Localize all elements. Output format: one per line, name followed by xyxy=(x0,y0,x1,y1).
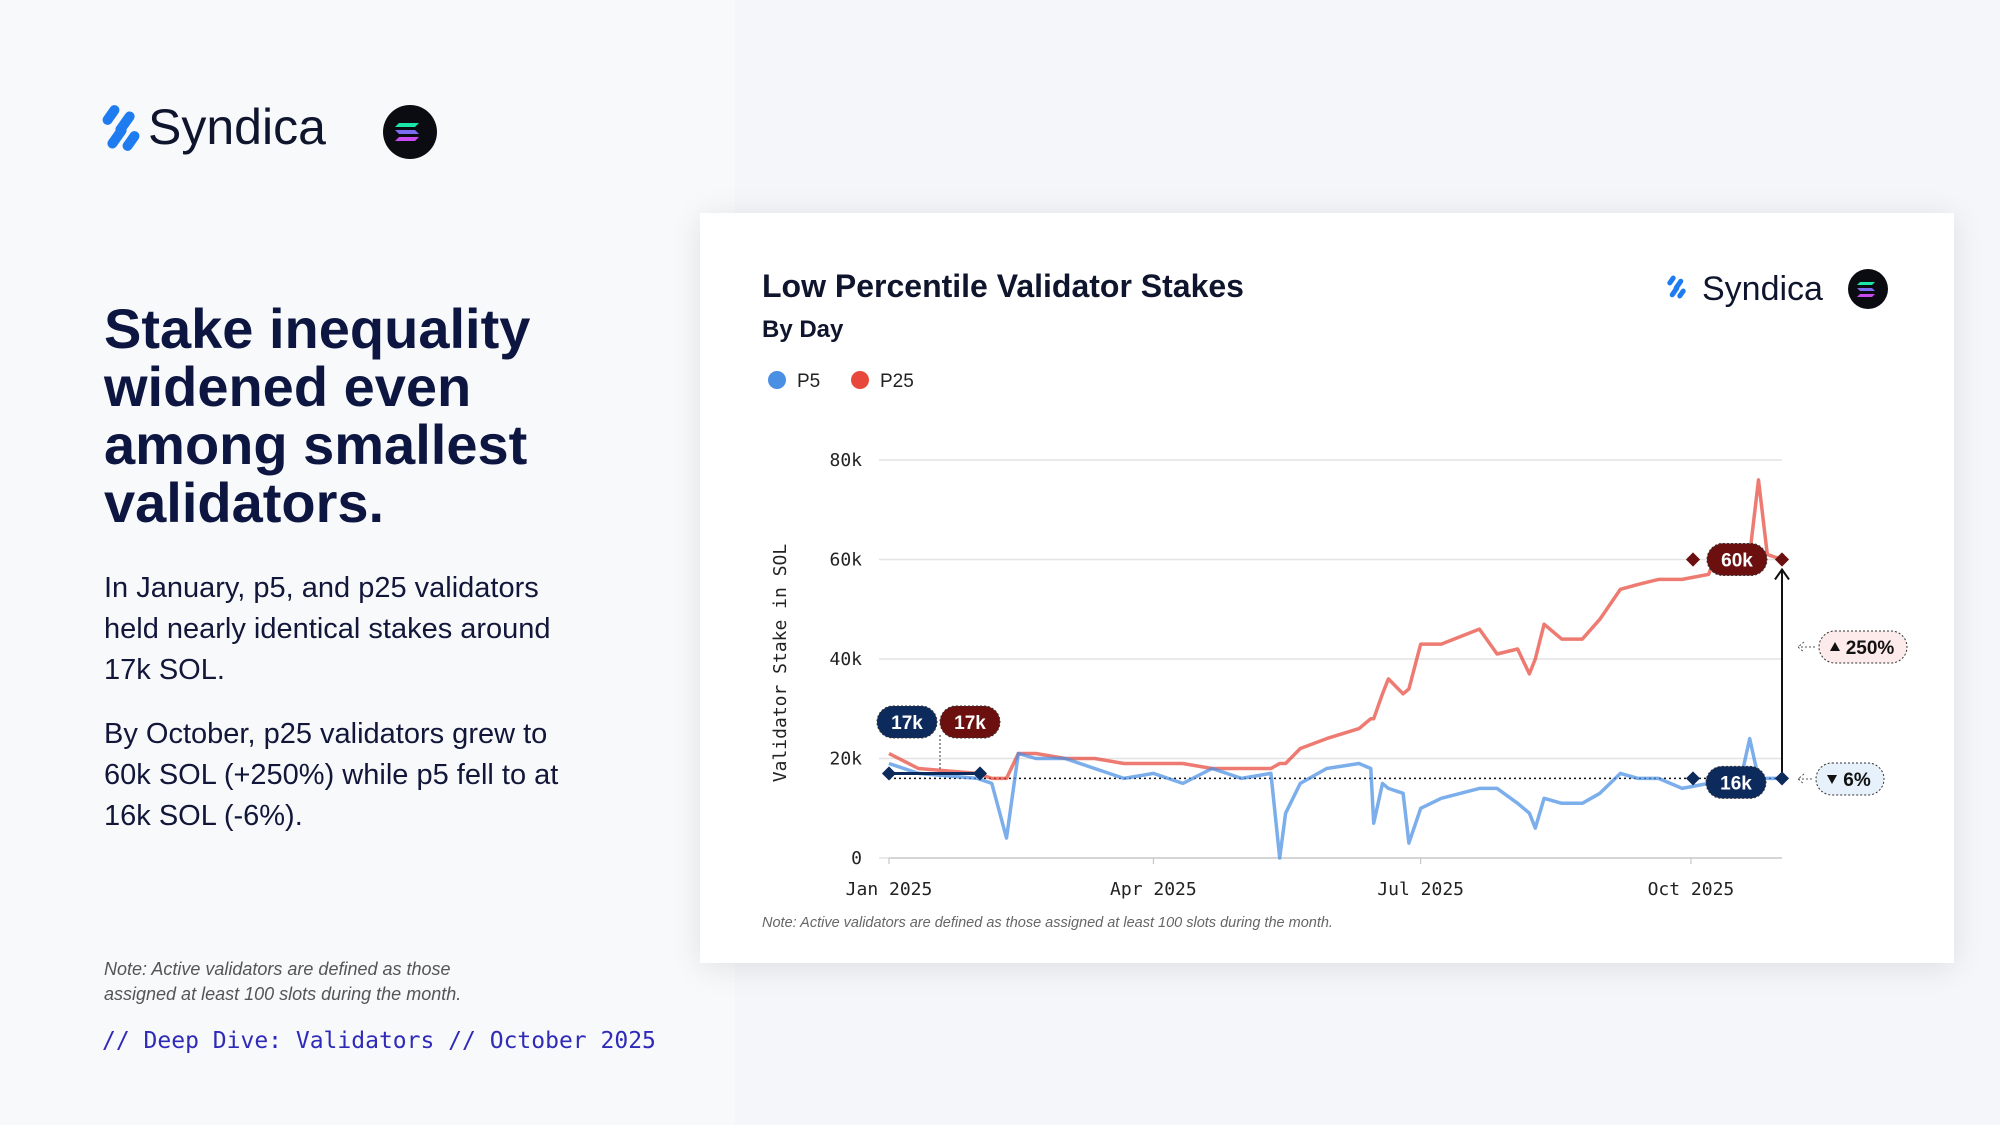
legend-label: P5 xyxy=(797,371,820,392)
annotation-pointer xyxy=(1797,773,1812,785)
chart-brand: Syndica xyxy=(1702,270,1823,308)
marker xyxy=(972,766,988,781)
annotation-badge xyxy=(939,705,1001,739)
y-tick-label: 60k xyxy=(829,550,862,571)
chart: Low Percentile Validator Stakes By Day S… xyxy=(762,268,1908,931)
paragraph: By October, p25 validators grew to 60k S… xyxy=(104,718,559,832)
y-tick-label: 20k xyxy=(829,749,862,770)
marker xyxy=(1685,552,1701,567)
annotation-badge xyxy=(1706,543,1768,576)
arrow-head xyxy=(1774,567,1790,581)
chart-card: Low Percentile Validator Stakes By Day S… xyxy=(700,213,1954,963)
annotation-label: 17k xyxy=(954,713,986,734)
footer: // Deep Dive: Validators // October 2025 xyxy=(102,1028,656,1054)
annotation-label: 17k xyxy=(891,713,923,734)
left-panel xyxy=(0,0,735,1125)
annotation-pointer xyxy=(1797,641,1815,653)
legend-label: P25 xyxy=(880,371,914,392)
headline-line: Stake inequality xyxy=(104,297,531,360)
annotation-label: 16k xyxy=(1720,773,1752,794)
annotation-label: 250% xyxy=(1846,638,1895,659)
note: Note: Active validators are defined as t… xyxy=(104,959,462,1004)
x-tick-label: Apr 2025 xyxy=(1110,879,1197,900)
logo-mark xyxy=(102,105,140,151)
y-tick-label: 80k xyxy=(829,450,862,471)
x-tick-label: Jan 2025 xyxy=(846,879,933,900)
annotation-badge xyxy=(1705,765,1767,799)
annotation-label: 6% xyxy=(1843,770,1871,791)
series-line xyxy=(888,736,1782,860)
marker xyxy=(881,766,897,781)
paragraph: In January, p5, and p25 validators held … xyxy=(104,572,551,686)
annotation-triangle xyxy=(1830,642,1840,651)
y-tick-label: 40k xyxy=(829,649,862,670)
marker xyxy=(1685,771,1701,786)
legend-marker xyxy=(768,371,786,389)
chart-logo xyxy=(1667,269,1888,309)
chart-note: Note: Active validators are defined as t… xyxy=(762,915,1333,931)
x-tick-label: Jul 2025 xyxy=(1377,879,1464,900)
series-line xyxy=(888,478,1783,781)
solana-logo xyxy=(383,105,437,159)
annotation-label: 60k xyxy=(1721,551,1753,572)
annotation-triangle xyxy=(1827,775,1837,784)
chart-subtitle: By Day xyxy=(762,316,844,343)
marker xyxy=(1774,552,1790,567)
annotation-badge xyxy=(1818,630,1908,664)
headline: Stake inequality widened even among smal… xyxy=(104,300,530,532)
brand-name: Syndica xyxy=(148,99,326,155)
y-tick-label: 0 xyxy=(851,848,862,869)
x-tick-label: Oct 2025 xyxy=(1648,879,1735,900)
y-axis-label: Validator Stake in SOL xyxy=(770,544,791,783)
headline-line: among smallest xyxy=(104,413,528,476)
headline-line: validators. xyxy=(104,471,385,534)
headline-line: widened even xyxy=(104,355,472,418)
annotation-badge xyxy=(1815,762,1885,796)
chart-title: Low Percentile Validator Stakes xyxy=(762,268,1244,304)
annotation-badge xyxy=(876,705,938,739)
legend-marker xyxy=(851,371,869,389)
marker xyxy=(1774,771,1790,786)
